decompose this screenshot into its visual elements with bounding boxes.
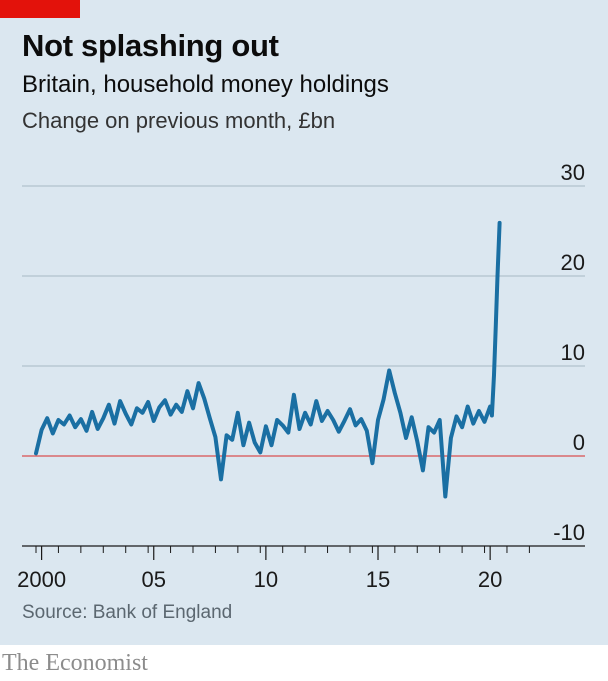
chart-subtitle: Britain, household money holdings [22,71,389,98]
chart-panel [0,0,608,645]
y-tick-label: 0 [573,430,585,455]
brand-red-tag [0,0,80,18]
brand-logo: The Economist [2,650,148,676]
chart-title: Not splashing out [22,28,279,63]
source-note: Source: Bank of England [22,602,233,623]
y-tick-label: 10 [561,340,585,365]
x-tick-label: 15 [366,567,390,592]
x-tick-label: 10 [254,567,278,592]
data-series-line [34,220,502,499]
x-tick-label: 20 [478,567,502,592]
y-tick-label: 20 [561,250,585,275]
chart-unit-label: Change on previous month, £bn [22,108,336,133]
line-chart: 30 20 10 0 -10 2000 05 10 15 20 [17,160,585,592]
x-tick-label: 05 [141,567,165,592]
x-tick-label: 2000 [17,567,66,592]
y-tick-label: -10 [553,520,585,545]
y-tick-label: 30 [561,160,585,185]
